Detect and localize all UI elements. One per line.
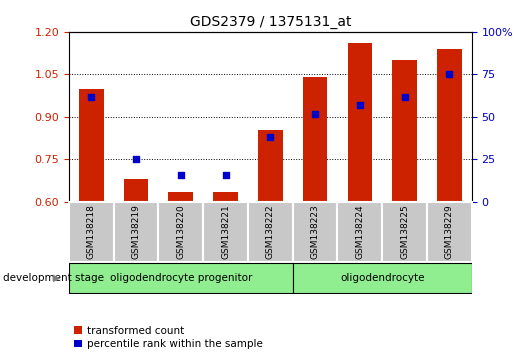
Point (445, 72, 454, 77)
Bar (348, 43, 372, 202)
Bar (338, 202, 382, 262)
Bar (203, 202, 248, 262)
Text: GSM138223: GSM138223 (311, 205, 320, 259)
Bar (437, 49, 462, 202)
Text: oligodendrocyte: oligodendrocyte (340, 273, 425, 283)
Point (311, 111, 319, 117)
Text: GSM138218: GSM138218 (87, 204, 96, 259)
Bar (248, 202, 293, 262)
Bar (113, 202, 158, 262)
Text: GSM138229: GSM138229 (445, 205, 454, 259)
Point (222, 172, 230, 178)
Text: GSM138220: GSM138220 (176, 205, 186, 259)
Bar (158, 202, 203, 262)
Point (132, 156, 140, 162)
Point (266, 134, 275, 139)
Bar (303, 77, 328, 202)
Point (356, 103, 364, 108)
Text: development stage: development stage (3, 273, 104, 283)
Text: GSM138219: GSM138219 (131, 204, 140, 259)
Bar (169, 192, 193, 202)
Bar (213, 192, 238, 202)
Title: GDS2379 / 1375131_at: GDS2379 / 1375131_at (190, 16, 351, 29)
Point (176, 172, 185, 178)
Bar (427, 202, 472, 262)
Bar (293, 263, 472, 293)
Text: oligodendrocyte progenitor: oligodendrocyte progenitor (110, 273, 252, 283)
Point (87, 94, 95, 100)
Text: GSM138222: GSM138222 (266, 205, 275, 259)
Bar (123, 179, 148, 202)
Bar (392, 60, 417, 202)
Legend: transformed count, percentile rank within the sample: transformed count, percentile rank withi… (74, 326, 262, 349)
Bar (69, 202, 113, 262)
Bar (258, 130, 282, 202)
Point (400, 94, 409, 100)
Text: GSM138225: GSM138225 (400, 205, 409, 259)
Bar (69, 263, 293, 293)
Text: GSM138221: GSM138221 (221, 205, 230, 259)
Text: ▶: ▶ (54, 273, 61, 283)
Bar (382, 202, 427, 262)
Text: GSM138224: GSM138224 (355, 205, 364, 259)
Bar (79, 88, 103, 202)
Bar (293, 202, 338, 262)
